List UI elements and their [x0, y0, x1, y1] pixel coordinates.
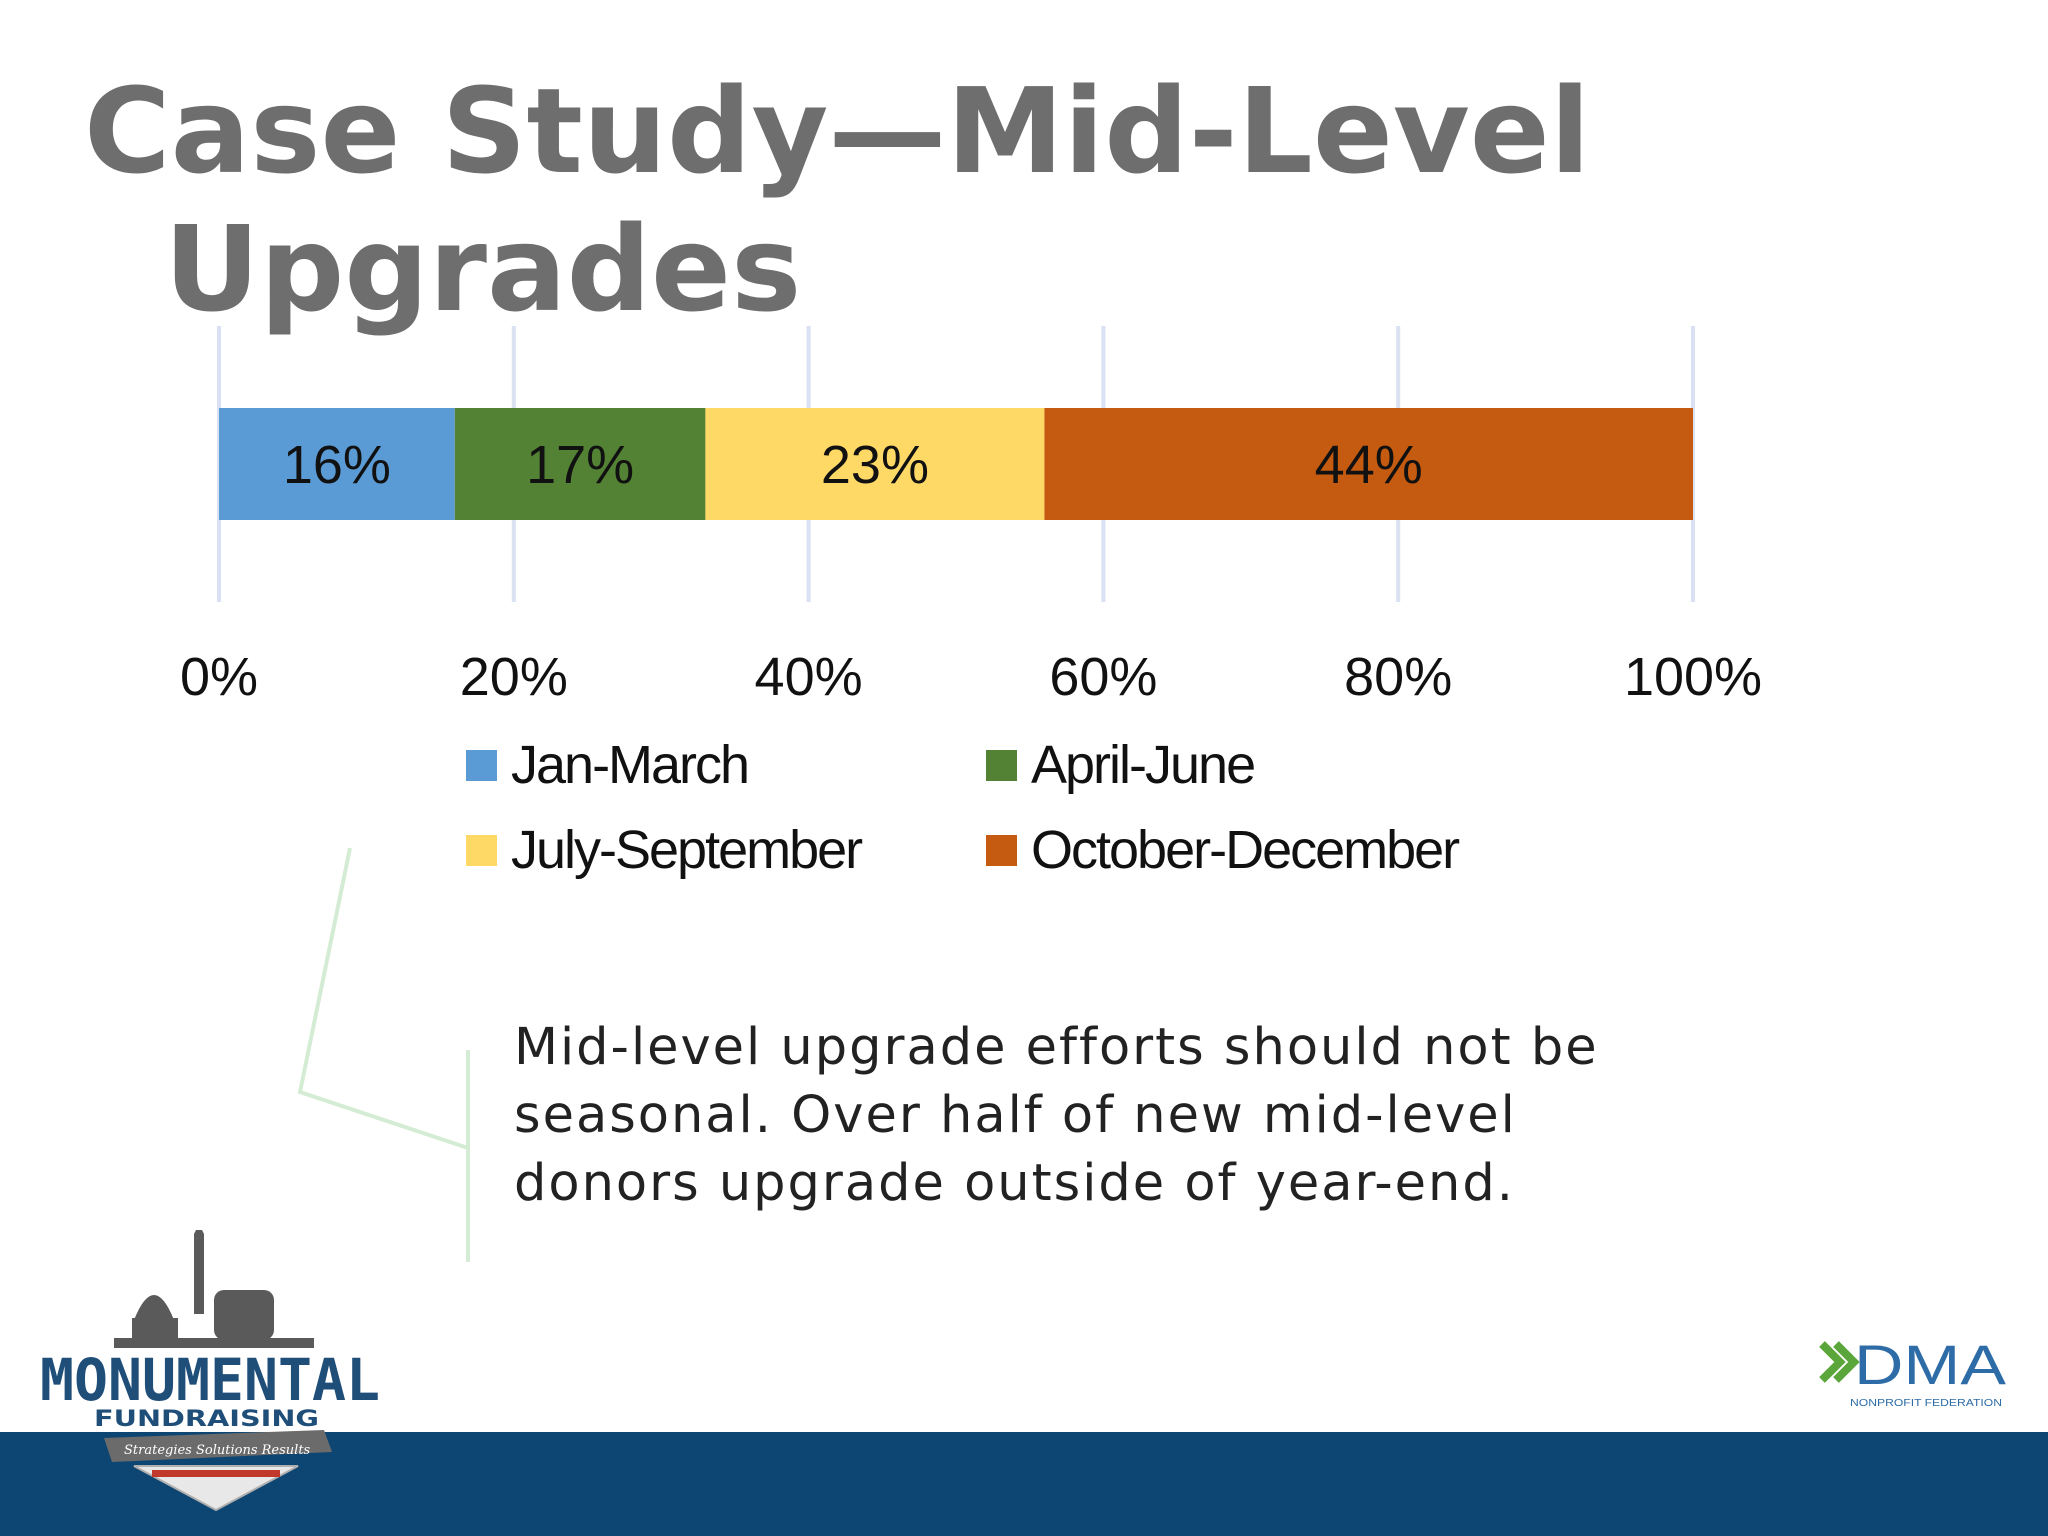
x-tick-label-4: 80%	[1344, 647, 1452, 707]
legend-swatch-1	[986, 749, 1017, 781]
legend-label-2: July-September	[511, 820, 863, 880]
logo-right-sub: NONPROFIT FEDERATION	[1850, 1398, 2002, 1409]
legend-label-1: April-June	[1031, 735, 1256, 795]
data-label-1: 17%	[526, 435, 634, 495]
logo-right-name: DMA	[1854, 1333, 2007, 1396]
legend-swatch-0	[466, 749, 497, 781]
data-label-0: 16%	[283, 435, 391, 495]
slide-note: Mid-level upgrade efforts should not be …	[514, 1018, 1599, 1213]
slide-title-line1: Case Study—Mid-Level	[84, 62, 1591, 200]
bar-segment-0	[219, 408, 455, 520]
monumental-fundraising-logo: MONUMENTAL FUNDRAISING Strategies Soluti…	[40, 1230, 380, 1512]
slide-title: Case Study—Mid-Level Upgrades	[84, 62, 1591, 338]
legend-swatch-3	[986, 834, 1017, 866]
x-tick-label-2: 40%	[755, 647, 863, 707]
legend-item-2: July-September	[466, 820, 863, 880]
logo-left-tagline: Strategies Solutions Results	[124, 1443, 311, 1458]
bar-segment-2	[705, 408, 1045, 520]
x-tick-label-3: 60%	[1049, 647, 1157, 707]
bar-segment-1	[454, 408, 706, 520]
x-tick-label-1: 20%	[460, 647, 568, 707]
legend-item-1: April-June	[986, 735, 1256, 795]
stacked-bar-chart: 16% 17% 23% 44% 0% 20% 40% 60% 80% 100%	[180, 326, 1762, 707]
bar-segment-3	[1044, 408, 1693, 520]
data-label-2: 23%	[821, 435, 929, 495]
legend-item-3: October-December	[986, 820, 1460, 880]
logo-left-sub: FUNDRAISING	[94, 1407, 319, 1432]
data-label-3: 44%	[1315, 435, 1423, 495]
legend-item-0: Jan-March	[466, 735, 750, 795]
dma-logo: DMA NONPROFIT FEDERATION	[1819, 1333, 2007, 1409]
legend-swatch-2	[466, 834, 497, 866]
slide-title-line2: Upgrades	[164, 200, 802, 338]
legend-label-3: October-December	[1031, 820, 1460, 880]
footer-band	[0, 1432, 2048, 1536]
x-tick-label-5: 100%	[1624, 647, 1762, 707]
x-tick-label-0: 0%	[180, 647, 258, 707]
logo-left-name: MONUMENTAL	[40, 1346, 380, 1414]
legend-label-0: Jan-March	[511, 735, 750, 795]
